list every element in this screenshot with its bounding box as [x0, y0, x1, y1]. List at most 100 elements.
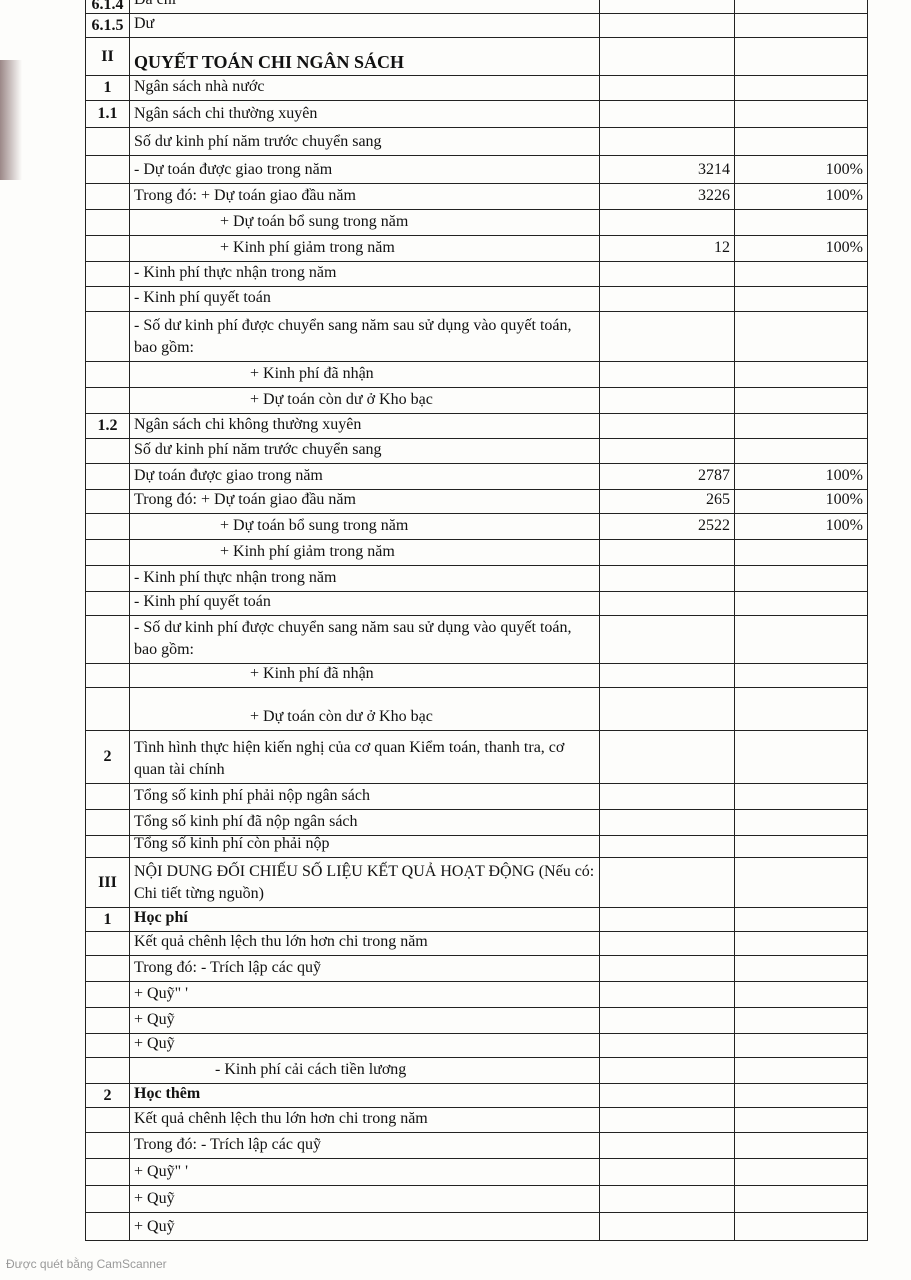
- row-percent: [735, 616, 868, 664]
- row-number: [85, 128, 130, 156]
- row-value: [600, 414, 735, 439]
- row-value: [600, 1084, 735, 1108]
- row-percent: [735, 664, 868, 688]
- row-percent: [735, 1186, 868, 1213]
- row-value: [600, 1034, 735, 1058]
- row-text: - Dự toán được giao trong năm: [130, 156, 600, 184]
- row-text: Trong đó: - Trích lập các quỹ: [130, 956, 600, 982]
- row-text: Đã chi: [130, 0, 600, 14]
- row-value: [600, 731, 735, 784]
- row-value: [600, 1058, 735, 1084]
- row-value: [600, 1213, 735, 1241]
- row-text: + Dự toán còn dư ở Kho bạc: [130, 688, 600, 731]
- row-percent: [735, 287, 868, 312]
- row-percent: 100%: [735, 184, 868, 210]
- row-number: [85, 688, 130, 731]
- row-value: [600, 810, 735, 836]
- row-number: [85, 1213, 130, 1241]
- row-number: [85, 262, 130, 287]
- row-number: [85, 1133, 130, 1159]
- row-number: [85, 1159, 130, 1186]
- row-number: [85, 184, 130, 210]
- row-percent: [735, 76, 868, 101]
- row-text: Học phí: [130, 908, 600, 932]
- row-percent: 100%: [735, 514, 868, 540]
- row-text: - Kinh phí cải cách tiền lương: [130, 1058, 600, 1084]
- row-percent: [735, 982, 868, 1008]
- row-text: - Kinh phí thực nhận trong năm: [130, 566, 600, 592]
- row-text: + Kinh phí đã nhận: [130, 664, 600, 688]
- row-number: [85, 388, 130, 414]
- row-number: [85, 982, 130, 1008]
- row-number: [85, 514, 130, 540]
- row-value: 265: [600, 490, 735, 514]
- row-percent: [735, 1159, 868, 1186]
- row-text: Tình hình thực hiện kiến nghị của cơ qua…: [130, 731, 600, 784]
- row-value: [600, 388, 735, 414]
- row-text: Trong đó: + Dự toán giao đầu năm: [130, 490, 600, 514]
- row-percent: [735, 362, 868, 388]
- row-number: [85, 312, 130, 362]
- row-number: [85, 1058, 130, 1084]
- row-value: [600, 0, 735, 14]
- row-text: Số dư kinh phí năm trước chuyển sang: [130, 128, 600, 156]
- row-number: [85, 362, 130, 388]
- row-value: [600, 540, 735, 566]
- row-text: Tổng số kinh phí đã nộp ngân sách: [130, 810, 600, 836]
- row-percent: [735, 688, 868, 731]
- row-value: 2787: [600, 464, 735, 490]
- row-percent: [735, 1213, 868, 1241]
- row-percent: [735, 908, 868, 932]
- row-text: + Quỹ: [130, 1186, 600, 1213]
- row-text: + Dự toán bổ sung trong năm: [130, 210, 600, 236]
- row-value: [600, 1108, 735, 1133]
- row-value: [600, 1133, 735, 1159]
- row-text: + Quỹ: [130, 1034, 600, 1058]
- row-percent: [735, 38, 868, 76]
- row-value: [600, 14, 735, 38]
- row-percent: [735, 210, 868, 236]
- row-number: 1.2: [85, 414, 130, 439]
- row-number: [85, 836, 130, 858]
- row-number: [85, 287, 130, 312]
- row-value: [600, 312, 735, 362]
- row-text: Ngân sách chi thường xuyên: [130, 101, 600, 128]
- row-percent: [735, 1133, 868, 1159]
- row-percent: [735, 592, 868, 616]
- row-value: 3226: [600, 184, 735, 210]
- row-value: [600, 932, 735, 956]
- row-value: [600, 439, 735, 464]
- row-value: [600, 210, 735, 236]
- row-value: [600, 616, 735, 664]
- row-value: [600, 1186, 735, 1213]
- row-number: [85, 616, 130, 664]
- row-percent: 100%: [735, 236, 868, 262]
- row-text: Kết quả chênh lệch thu lớn hơn chi trong…: [130, 932, 600, 956]
- row-percent: [735, 858, 868, 908]
- row-percent: [735, 1034, 868, 1058]
- row-percent: 100%: [735, 490, 868, 514]
- row-text: + Kinh phí đã nhận: [130, 362, 600, 388]
- row-text: - Kinh phí quyết toán: [130, 592, 600, 616]
- row-text: Ngân sách chi không thường xuyên: [130, 414, 600, 439]
- row-percent: [735, 414, 868, 439]
- row-percent: [735, 540, 868, 566]
- row-percent: [735, 1108, 868, 1133]
- row-value: [600, 262, 735, 287]
- row-number: [85, 810, 130, 836]
- row-percent: [735, 731, 868, 784]
- row-text: Học thêm: [130, 1084, 600, 1108]
- row-percent: [735, 14, 868, 38]
- row-number: [85, 156, 130, 184]
- row-value: [600, 836, 735, 858]
- row-number: [85, 1108, 130, 1133]
- row-number: [85, 1186, 130, 1213]
- row-number: 2: [85, 1084, 130, 1108]
- row-number: 6.1.4: [85, 0, 130, 14]
- row-number: III: [85, 858, 130, 908]
- row-number: 1: [85, 908, 130, 932]
- row-number: [85, 236, 130, 262]
- row-value: [600, 1008, 735, 1034]
- row-text: - Kinh phí quyết toán: [130, 287, 600, 312]
